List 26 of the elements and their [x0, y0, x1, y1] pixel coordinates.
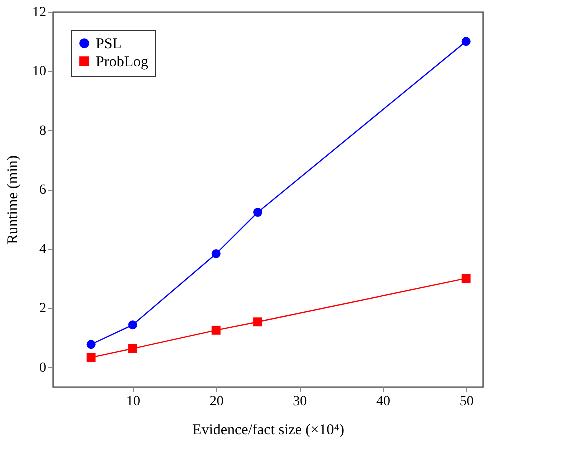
y-tick-label: 0	[40, 360, 46, 376]
x-tick-label: 50	[460, 394, 474, 410]
y-tick-label: 8	[40, 124, 46, 139]
point	[462, 274, 471, 284]
point	[86, 340, 96, 350]
x-tick-label: 30	[293, 394, 308, 410]
y-tick-label: 12	[32, 6, 46, 20]
y-axis-title: Runtime (min)	[6, 156, 22, 244]
x-tick-label: 10	[126, 394, 140, 410]
legend-label: PSL	[96, 36, 122, 52]
point	[86, 353, 96, 362]
point	[254, 208, 262, 217]
x-tick-label: 40	[376, 394, 390, 410]
point	[254, 318, 262, 327]
y-tick-label: 4	[40, 242, 46, 258]
y-tick-label: 6	[40, 183, 46, 198]
point	[128, 320, 138, 330]
y-tick-label: 10	[32, 64, 46, 80]
point	[212, 326, 221, 335]
x-axis-title: Evidence/fact size (×10⁴)	[192, 422, 344, 438]
y-tick-label: 2	[40, 302, 46, 317]
legend-label: ProbLog	[96, 54, 149, 70]
x-tick-label: 20	[210, 394, 224, 410]
point	[462, 37, 471, 46]
point	[212, 250, 221, 258]
point	[128, 344, 138, 354]
